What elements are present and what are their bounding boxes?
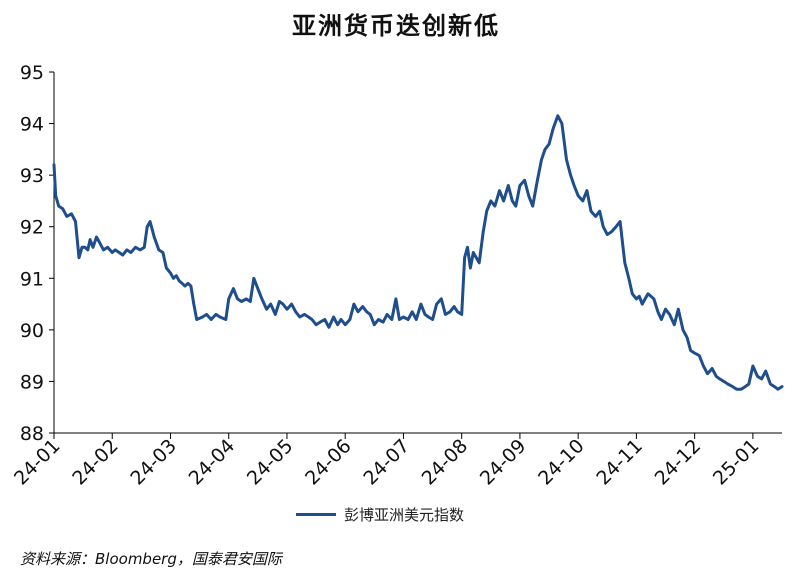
x-tick-label: 24-11 [592, 435, 647, 490]
x-tick-label: 24-08 [418, 435, 473, 490]
x-tick-label: 24-02 [68, 435, 123, 490]
y-tick-label: 89 [20, 371, 44, 393]
y-tick-label: 94 [20, 114, 44, 136]
x-tick-label: 24-10 [534, 435, 589, 490]
x-tick-label: 24-07 [359, 435, 414, 490]
x-tick-label: 24-09 [476, 435, 531, 490]
legend: 彭博亚洲美元指数 [296, 504, 464, 524]
axes-layer [53, 72, 782, 434]
y-tick-label: 93 [20, 165, 44, 187]
y-tick-label: 90 [20, 320, 44, 342]
y-tick-label: 95 [20, 62, 44, 84]
series-line [52, 114, 784, 391]
y-tick-label: 92 [20, 217, 44, 239]
y-tick-label: 91 [20, 268, 44, 290]
x-tick-label: 24-05 [243, 435, 298, 490]
source-note: 资料来源：Bloomberg，国泰君安国际 [20, 550, 282, 568]
x-tick-label: 24-04 [185, 435, 240, 490]
x-tick-label: 24-03 [126, 435, 181, 490]
legend-label: 彭博亚洲美元指数 [344, 505, 465, 524]
x-tick-label: 24-06 [301, 435, 356, 490]
legend-swatch [296, 512, 336, 516]
y-tick-label: 88 [20, 423, 44, 445]
series-layer [52, 114, 784, 391]
chart-title: 亚洲货币迭创新低 [292, 11, 500, 40]
x-tick-label: 24-12 [651, 435, 706, 490]
x-tick-label: 25-01 [709, 435, 764, 490]
